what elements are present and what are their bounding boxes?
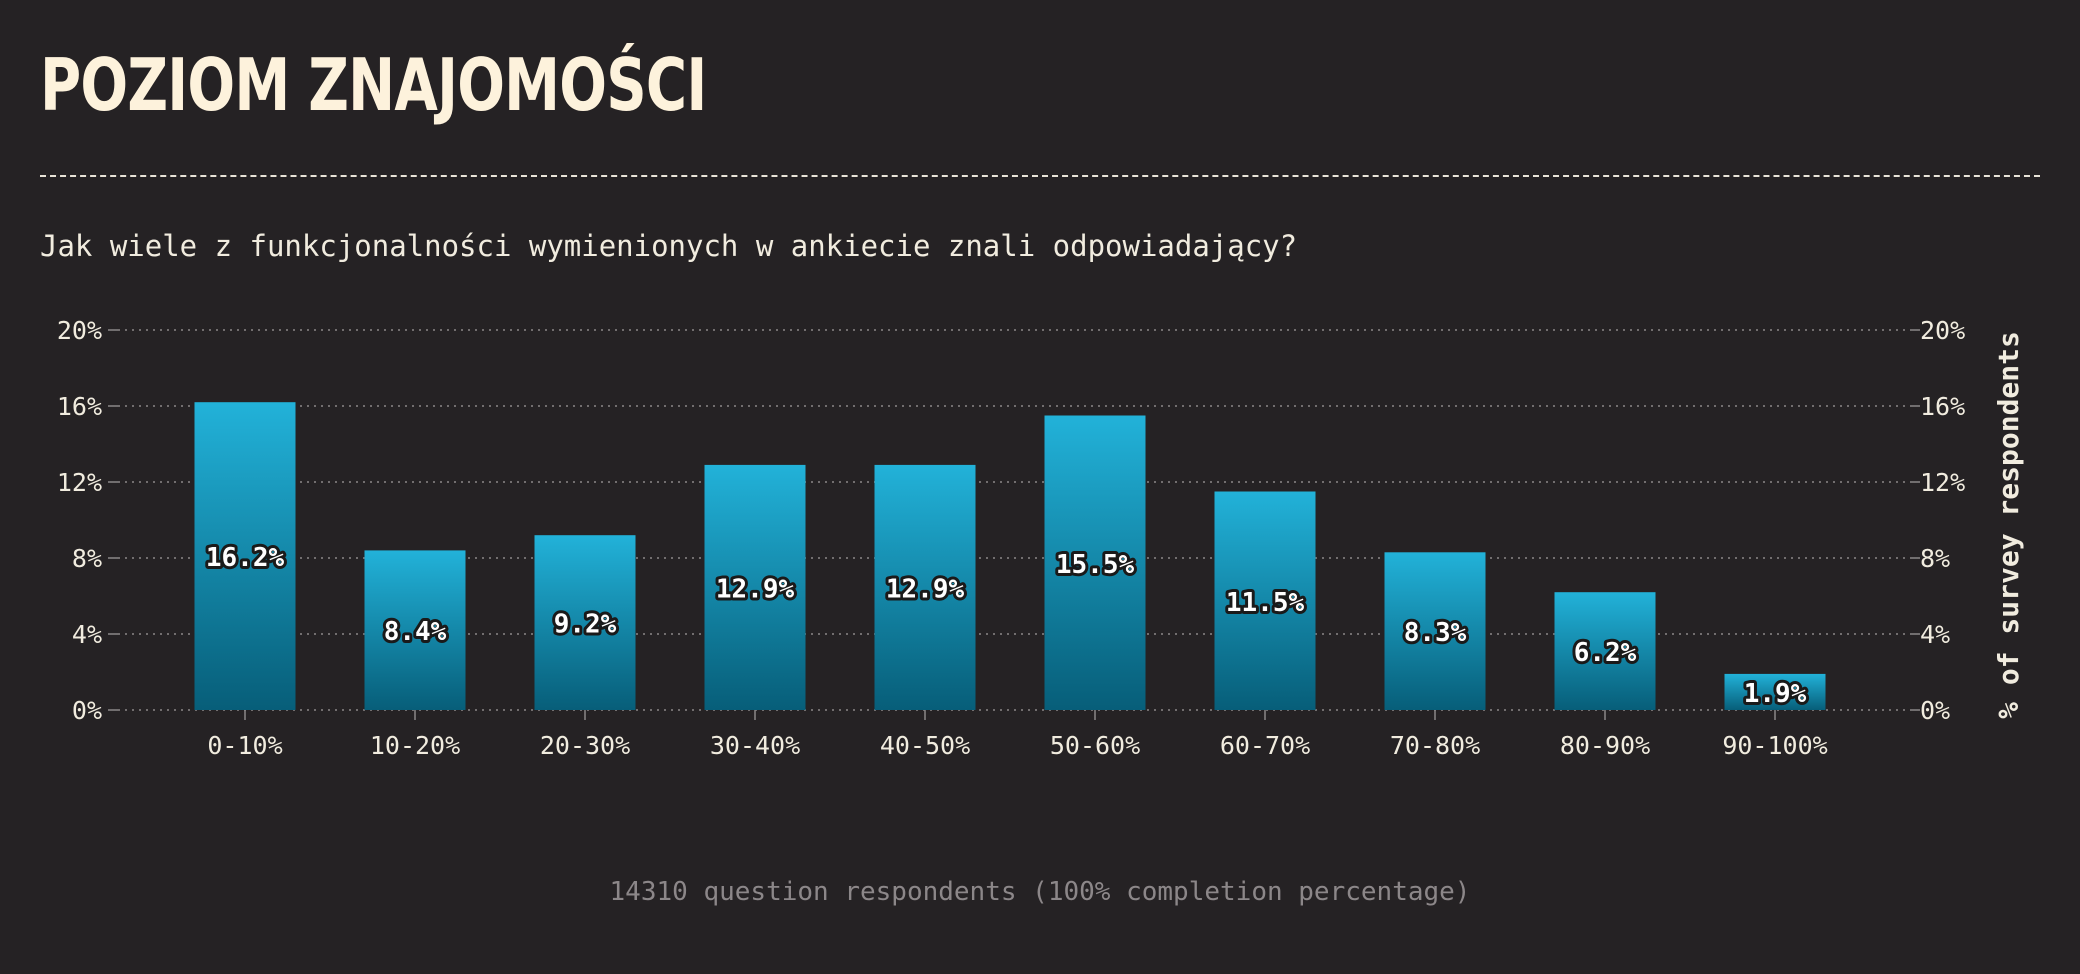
data-label: 12.9% — [886, 574, 965, 604]
y-tick-label-right: 12% — [1920, 468, 1965, 497]
y-tick-label-left: 0% — [72, 696, 102, 725]
y-tick-label-left: 8% — [72, 544, 102, 573]
data-label: 15.5% — [1056, 550, 1135, 580]
x-tick-label: 0-10% — [207, 731, 282, 760]
data-label: 16.2% — [206, 543, 285, 573]
x-tick-label: 30-40% — [710, 731, 800, 760]
y-axis-right: 0% 4% 8% 12% 16% 20% — [1910, 316, 1965, 725]
data-label: 8.3% — [1404, 618, 1467, 648]
bar — [1214, 491, 1316, 710]
bar — [194, 402, 296, 710]
y-axis-left: 0% 4% 8% 12% 16% 20% — [57, 316, 118, 725]
bar — [1724, 673, 1826, 710]
x-tick-label: 60-70% — [1220, 731, 1310, 760]
bar — [1384, 552, 1486, 710]
chart-subtitle: Jak wiele z funkcjonalności wymienionych… — [40, 229, 1298, 263]
data-labels: 16.2% 8.4% 9.2% 12.9% 12.9% 15.5% 11.5% 8.3% 6.2… — [203, 540, 1810, 712]
bar-chart: 0% 4% 8% 12% 16% 20% 0% 4% 8% 12% 16% 20% 0-10% 10-… — [57, 316, 2025, 760]
y-axis-title: % of survey respondents — [1992, 331, 2025, 719]
page-title: POZIOM ZNAJOMOŚCI — [40, 43, 707, 127]
bar — [1554, 592, 1656, 710]
data-label: 8.4% — [384, 617, 447, 647]
x-axis: 0-10% 10-20% 20-30% 30-40% 40-50% 50-60% 60-70… — [207, 710, 1828, 760]
gridlines — [118, 329, 1910, 711]
bar — [534, 535, 636, 710]
y-tick-label-right: 4% — [1920, 620, 1950, 649]
bar — [364, 550, 466, 710]
x-tick-label: 20-30% — [540, 731, 630, 760]
data-label: 6.2% — [1574, 638, 1637, 668]
x-tick-label: 40-50% — [880, 731, 970, 760]
respondents-note: 14310 question respondents (100% complet… — [609, 877, 1471, 907]
bar — [1044, 415, 1146, 710]
x-tick-label: 90-100% — [1722, 731, 1827, 760]
y-tick-label-left: 16% — [57, 392, 102, 421]
y-tick-label-right: 8% — [1920, 544, 1950, 573]
x-tick-label: 80-90% — [1560, 731, 1650, 760]
y-tick-label-left: 12% — [57, 468, 102, 497]
bar — [874, 464, 976, 710]
y-tick-label-right: 20% — [1920, 316, 1965, 345]
x-tick-label: 70-80% — [1390, 731, 1480, 760]
y-tick-label-right: 0% — [1920, 696, 1950, 725]
y-tick-label-right: 16% — [1920, 392, 1965, 421]
data-label: 9.2% — [554, 610, 617, 640]
x-tick-label: 10-20% — [370, 731, 460, 760]
y-tick-label-left: 4% — [72, 620, 102, 649]
data-label: 11.5% — [1226, 588, 1305, 618]
bar — [704, 464, 806, 710]
x-tick-label: 50-60% — [1050, 731, 1140, 760]
y-tick-label-left: 20% — [57, 316, 102, 345]
data-label: 12.9% — [716, 574, 795, 604]
data-label: 1.9% — [1744, 679, 1807, 709]
bars — [194, 402, 1826, 710]
title-divider — [40, 175, 2040, 177]
